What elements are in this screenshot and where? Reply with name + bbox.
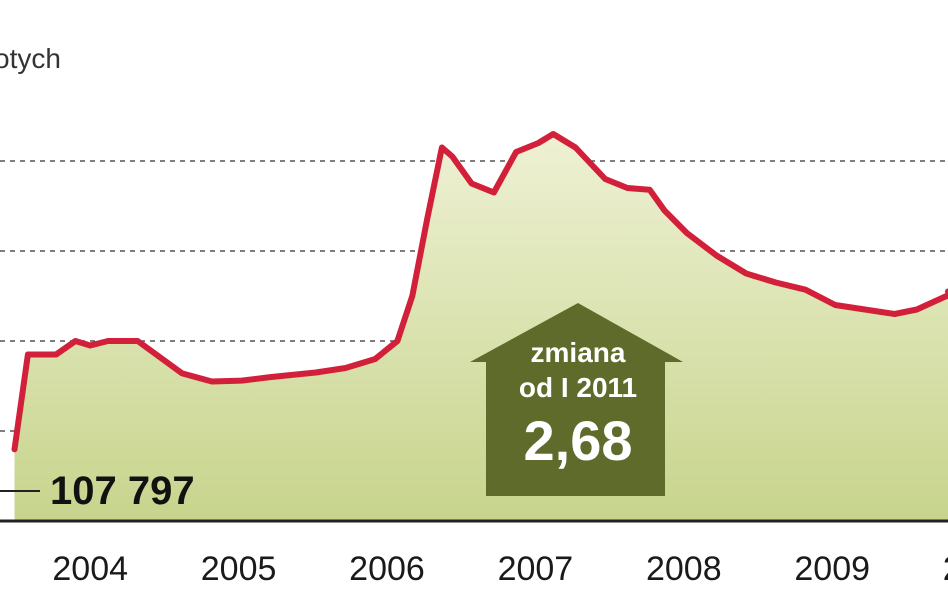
x-tick-label: 2008 [646,550,722,588]
change-line2: od I 2011 [519,372,637,403]
x-axis-ticks: 2004 2005 2006 2007 2008 2009 2010 [52,550,948,588]
x-tick-label: 2005 [201,550,277,588]
callout-value: 107 797 [50,469,195,513]
x-tick-label: 2007 [498,550,574,588]
x-tick-label: 2006 [349,550,425,588]
x-tick-label: 2004 [52,550,128,588]
area-fill [14,134,948,521]
series-line [11,131,948,453]
x-tick-label: 2009 [794,550,870,588]
change-value: 2,68 [524,409,633,472]
change-arrow: zmiana od I 2011 2,68 [470,303,683,496]
up-arrow-shape [470,303,683,496]
x-tick-label: 2010 [943,550,948,588]
unit-label: otych [0,43,61,74]
change-line1: zmiana [531,337,626,368]
